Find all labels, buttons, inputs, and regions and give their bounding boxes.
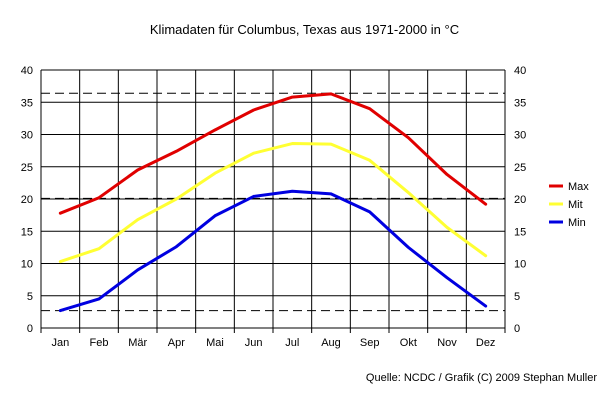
data-point-min (136, 268, 139, 272)
reference-lines (41, 92, 505, 312)
data-point-max (484, 202, 487, 206)
data-point-mit (368, 159, 371, 162)
legend-label-mit: Mit (568, 199, 583, 211)
x-tick-label: Apr (168, 337, 185, 349)
y-tick-label-left: 5 (27, 291, 33, 303)
data-point-min (175, 245, 178, 248)
data-point-max (407, 136, 410, 139)
y-tick-label-left: 0 (27, 323, 33, 335)
data-point-mit (484, 254, 487, 257)
data-point-mit (445, 226, 449, 229)
source-note: Quelle: NCDC / Grafik (C) 2009 Stephan M… (365, 372, 597, 384)
x-tick-label: Mär (128, 337, 147, 349)
series-line-mit (58, 142, 488, 264)
x-tick-label: Jun (245, 337, 263, 349)
x-tick-label: Jul (285, 337, 299, 349)
data-point-max (329, 92, 333, 96)
x-tick-label: Jan (51, 337, 69, 349)
y-tick-label-right: 15 (514, 226, 526, 238)
x-tick-label: Mai (206, 337, 224, 349)
x-tick-label: Feb (90, 337, 109, 349)
data-point-min (368, 210, 371, 214)
y-tick-label-right: 10 (514, 259, 526, 271)
data-point-max (59, 211, 62, 215)
data-point-mit (252, 152, 255, 155)
y-tick-label-right: 25 (514, 162, 526, 174)
data-point-max (252, 108, 255, 112)
data-point-min (291, 190, 294, 193)
data-point-max (445, 173, 449, 176)
grid-layer (40, 69, 506, 333)
x-tick-label: Sep (360, 337, 380, 349)
y-tick-label-right: 0 (514, 323, 520, 335)
y-tick-label-left: 25 (21, 162, 33, 174)
data-point-max (291, 95, 294, 99)
axis-layer: 0 0 5 5 10 10 15 15 20 20 25 25 30 30 35 35 40 40 Jan Feb Mä… (21, 65, 527, 349)
data-point-max (97, 196, 101, 199)
y-tick-label-right: 20 (514, 194, 526, 206)
series-line-min (58, 189, 488, 313)
legend: Max Mit Min (549, 181, 589, 229)
data-point-mit (59, 260, 62, 263)
data-point-max (368, 107, 371, 110)
y-tick-label-left: 35 (21, 97, 33, 109)
y-tick-label-left: 20 (21, 194, 33, 206)
data-point-mit (329, 142, 333, 146)
data-point-mit (97, 247, 101, 250)
x-tick-label: Aug (321, 337, 341, 349)
data-point-min (213, 214, 217, 217)
data-point-mit (175, 197, 178, 201)
data-point-min (252, 195, 255, 198)
y-tick-label-left: 40 (21, 65, 33, 77)
chart-title: Klimadaten für Columbus, Texas aus 1971-… (149, 22, 460, 37)
y-tick-label-left: 30 (21, 130, 33, 142)
y-tick-label-right: 5 (514, 291, 520, 303)
y-tick-label-right: 40 (514, 65, 526, 77)
data-point-max (213, 128, 217, 132)
series-line-max (58, 92, 488, 215)
legend-label-max: Max (568, 181, 589, 193)
y-tick-label-left: 15 (21, 226, 33, 238)
y-tick-label-right: 30 (514, 130, 526, 142)
data-point-mit (291, 142, 294, 145)
x-tick-label: Okt (400, 337, 417, 349)
data-point-min (407, 246, 410, 249)
y-tick-label-right: 35 (514, 97, 526, 109)
data-point-min (445, 276, 449, 279)
data-point-min (97, 297, 101, 301)
data-point-mit (213, 172, 217, 175)
data-point-mit (407, 191, 410, 194)
data-point-mit (136, 218, 139, 221)
x-tick-label: Nov (437, 337, 457, 349)
data-point-max (136, 168, 139, 172)
x-tick-label: Dez (476, 337, 496, 349)
data-point-min (59, 309, 62, 312)
legend-label-min: Min (568, 217, 586, 229)
y-tick-label-left: 10 (21, 259, 33, 271)
series-layer (58, 92, 488, 313)
data-point-min (329, 192, 333, 196)
data-point-max (175, 150, 178, 153)
data-point-min (484, 304, 487, 308)
